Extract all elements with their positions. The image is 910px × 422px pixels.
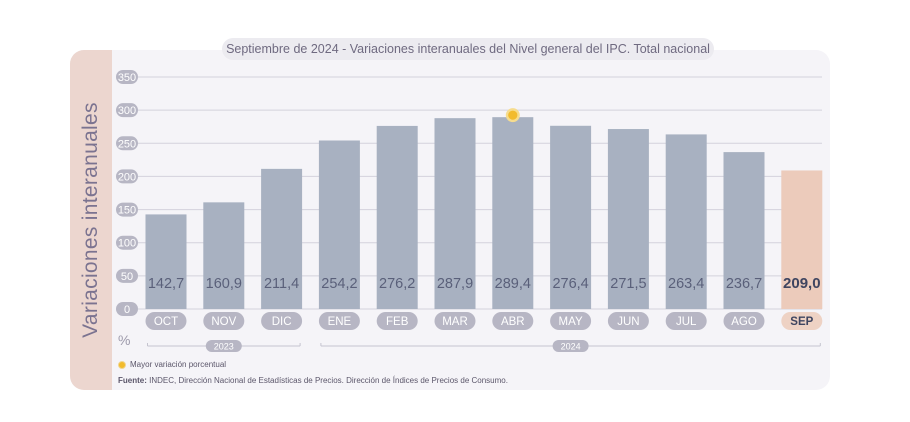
bar [145, 214, 187, 309]
bar-value-label: 289,4 [495, 276, 531, 292]
y-tick-pill [116, 103, 138, 118]
category-pill [145, 312, 187, 330]
bar-value-label: 254,2 [321, 276, 357, 292]
bar [376, 125, 418, 309]
legend-label: Mayor variación porcentual [130, 360, 227, 369]
category-pill [550, 312, 592, 330]
category-pill [781, 312, 823, 330]
year-pill [205, 340, 242, 352]
bar-value-label: 263,4 [668, 276, 704, 292]
category-pill [723, 312, 765, 330]
bar-value-label: 287,9 [437, 276, 473, 292]
y-tick-label: 0 [124, 304, 130, 316]
legend: Mayor variación porcentual [118, 360, 226, 369]
category-label: ABR [501, 316, 525, 328]
year-label: 2024 [561, 342, 581, 352]
category-pill [665, 312, 707, 330]
source-label: Fuente: [118, 376, 147, 385]
bar-value-label: 160,9 [206, 276, 242, 292]
category-pill [492, 312, 534, 330]
bar-value-label: 276,2 [379, 276, 415, 292]
category-pill [376, 312, 418, 330]
year-label: 2023 [214, 342, 234, 352]
category-label: ENE [328, 316, 352, 328]
bar-value-label: 271,5 [610, 276, 646, 292]
bar [492, 117, 534, 309]
category-label: OCT [154, 316, 178, 328]
y-tick-pill [116, 202, 138, 217]
y-tick-pill [116, 235, 138, 250]
y-axis-label-band [70, 50, 112, 390]
year-pill [552, 340, 589, 352]
category-pill [607, 312, 649, 330]
y-tick-label: 300 [118, 105, 136, 117]
y-tick-label: 350 [118, 72, 136, 84]
source-note: Fuente: INDEC, Dirección Nacional de Est… [118, 376, 508, 385]
y-tick-pill [116, 136, 138, 151]
category-label: DIC [272, 316, 292, 328]
category-pill [318, 312, 360, 330]
max-marker [508, 110, 518, 120]
bar [781, 170, 823, 309]
category-label: FEB [386, 316, 409, 328]
bar-value-label: 276,4 [552, 276, 588, 292]
category-label: SEP [790, 316, 813, 328]
bar-value-label: 211,4 [264, 276, 299, 292]
bar [550, 125, 592, 309]
category-pill [434, 312, 476, 330]
bar [723, 152, 765, 309]
bar [203, 202, 245, 309]
bar [261, 168, 303, 309]
y-tick-pill [116, 169, 138, 184]
bar [665, 134, 707, 309]
chart-title: Septiembre de 2024 - Variaciones interan… [222, 38, 714, 60]
y-tick-pill [116, 302, 138, 316]
y-unit-label: % [118, 332, 130, 348]
y-tick-label: 150 [118, 205, 136, 217]
y-tick-pill [116, 268, 138, 283]
category-label: JUN [617, 316, 639, 328]
y-tick-label: 200 [118, 171, 136, 183]
category-label: NOV [211, 316, 236, 328]
category-label: AGO [731, 316, 757, 328]
category-pill [203, 312, 245, 330]
category-label: MAY [559, 316, 583, 328]
source-text: INDEC, Dirección Nacional de Estadística… [149, 376, 508, 385]
bar [434, 118, 476, 310]
y-tick-label: 50 [121, 271, 133, 283]
category-label: MAR [442, 316, 468, 328]
bar-value-label: 209,0 [783, 275, 821, 292]
bar [318, 140, 360, 309]
bar [607, 129, 649, 309]
y-tick-label: 250 [118, 138, 136, 150]
bar-value-label: 236,7 [726, 276, 762, 292]
bar-value-label: 142,7 [148, 276, 184, 292]
category-label: JUL [676, 316, 697, 328]
category-pill [261, 312, 303, 330]
y-tick-pill [116, 70, 138, 84]
y-tick-label: 100 [118, 238, 136, 250]
max-marker-legend-icon [118, 360, 126, 369]
